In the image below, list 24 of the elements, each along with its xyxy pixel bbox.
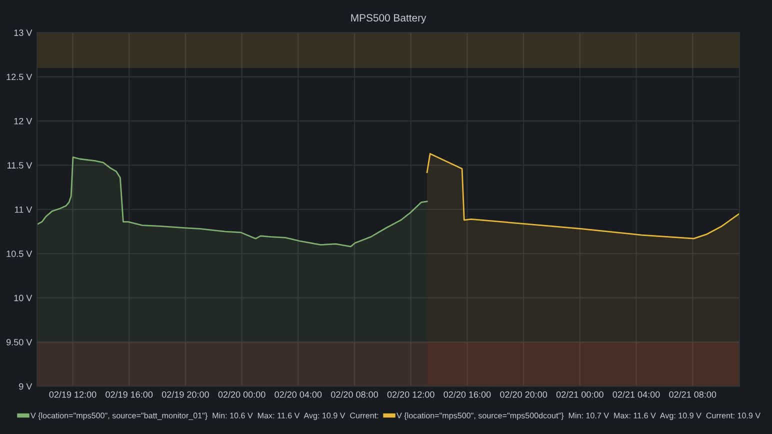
x-tick-label: 02/20 16:00 xyxy=(444,391,491,398)
x-tick-label: 02/20 00:00 xyxy=(218,391,266,398)
x-tick-label: 02/21 00:00 xyxy=(556,391,604,398)
y-tick-label: 9.50 V xyxy=(6,339,32,346)
y-tick-label: 9 V xyxy=(19,383,32,390)
y-tick-label: 11 V xyxy=(14,206,32,213)
y-tick-label: 13 V xyxy=(14,30,32,36)
x-tick-label: 02/20 20:00 xyxy=(500,391,548,398)
x-tick-label: 02/21 08:00 xyxy=(669,391,716,398)
y-tick-label: 10 V xyxy=(14,294,32,302)
x-tick-label: 02/19 12:00 xyxy=(49,391,96,398)
y-tick-label: 12.5 V xyxy=(6,74,32,80)
x-tick-label: 02/19 16:00 xyxy=(106,391,153,398)
x-tick-label: 02/19 20:00 xyxy=(162,391,209,398)
x-tick-label: 02/20 12:00 xyxy=(387,391,434,398)
legend-label: V {location="mps500", source="mps500dcout"} Min: 10.7 V Max: 11.6 V Avg: 10.9 V Current: 10.9 V xyxy=(396,412,760,420)
legend-label: V {location="mps500", source="batt_monitor_01"} Min: 10.6 V Max: 11.6 V Avg: 10.9 V Current: xyxy=(30,412,378,420)
x-tick-label: 02/20 04:00 xyxy=(274,391,322,398)
x-tick-label: 02/21 04:00 xyxy=(612,391,660,398)
x-tick-label: 02/20 08:00 xyxy=(331,391,378,398)
chart-title: MPS500 Battery xyxy=(351,14,426,24)
y-tick-label: 10.5 V xyxy=(6,250,32,257)
y-tick-label: 12 V xyxy=(14,118,32,124)
y-tick-label: 11.5 V xyxy=(7,162,32,169)
